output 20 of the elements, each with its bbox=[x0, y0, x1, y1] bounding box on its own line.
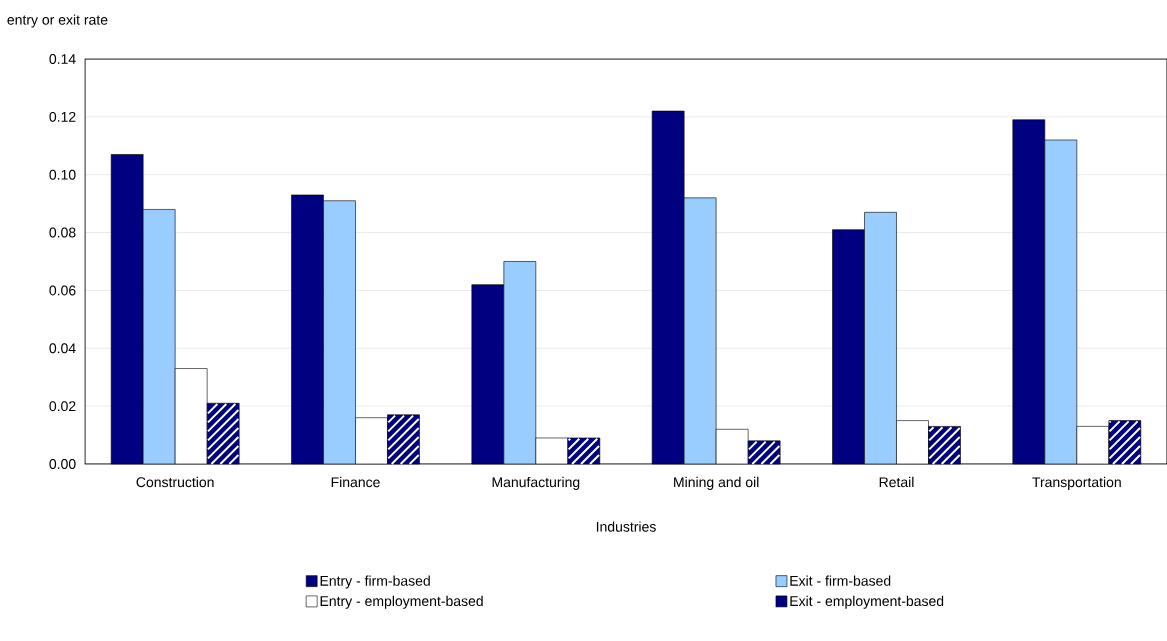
legend-label: Exit - firm-based bbox=[790, 575, 891, 586]
y-tick-label: 0.06 bbox=[49, 285, 76, 296]
y-tick-label: 0.02 bbox=[49, 401, 76, 412]
y-axis-title: entry or exit rate bbox=[7, 14, 108, 28]
y-tick-label: 0.12 bbox=[49, 111, 76, 122]
x-tick-label: Mining and oil bbox=[674, 476, 759, 490]
y-tick-label: 0.08 bbox=[49, 227, 76, 238]
y-tick-label: 0.14 bbox=[49, 54, 76, 64]
x-tick-label: Construction bbox=[136, 476, 214, 488]
y-tick-label: 0.00 bbox=[49, 459, 76, 469]
legend-label: Exit - employment-based bbox=[790, 595, 944, 609]
x-tick-label: Retail bbox=[879, 476, 914, 488]
y-tick-label: 0.10 bbox=[49, 169, 76, 180]
legend-label: Entry - employment-based bbox=[320, 595, 483, 609]
x-tick-label: Transportation bbox=[1032, 476, 1121, 490]
y-tick-label: 0.04 bbox=[49, 343, 76, 354]
legend-label: Entry - firm-based bbox=[320, 575, 430, 589]
x-tick-label: Manufacturing bbox=[492, 476, 580, 490]
x-tick-label: Finance bbox=[331, 476, 380, 488]
x-axis-title: Industries bbox=[596, 521, 656, 532]
